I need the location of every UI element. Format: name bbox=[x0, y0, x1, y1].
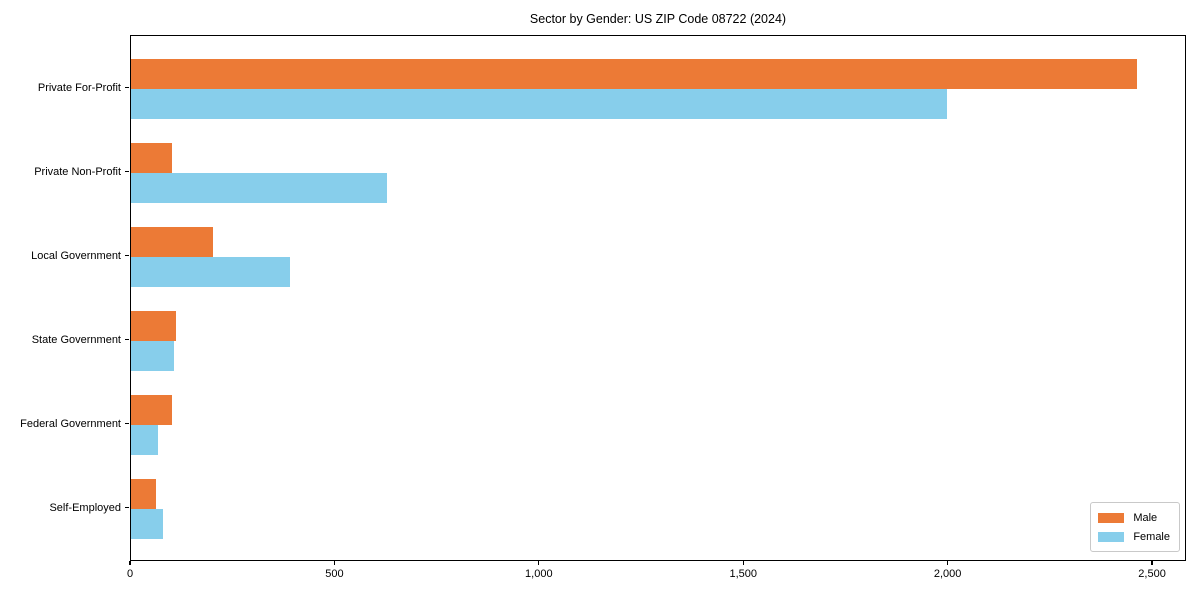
bar-female-federal-government bbox=[131, 425, 158, 455]
legend-swatch-female bbox=[1098, 531, 1125, 542]
y-tick-label-federal-government: Federal Government bbox=[20, 418, 121, 430]
y-tick-mark bbox=[125, 87, 129, 89]
x-tick-label-500: 500 bbox=[325, 568, 344, 580]
y-tick-label-local-government: Local Government bbox=[31, 250, 121, 262]
bar-female-local-government bbox=[131, 257, 291, 287]
y-tick-mark bbox=[125, 339, 129, 341]
legend-entry-male: Male bbox=[1098, 508, 1170, 527]
x-tick-label-1500: 1,500 bbox=[729, 568, 757, 580]
y-tick-label-state-government: State Government bbox=[31, 334, 121, 346]
y-tick-label-self-employed: Self-Employed bbox=[49, 502, 121, 514]
y-tick-label-private-for-profit: Private For-Profit bbox=[37, 82, 121, 94]
y-tick-mark bbox=[125, 171, 129, 173]
y-tick-mark bbox=[125, 423, 129, 425]
bar-female-private-non-profit bbox=[131, 173, 387, 203]
x-tick-mark bbox=[333, 561, 335, 565]
x-tick-mark bbox=[129, 561, 131, 565]
bar-female-private-for-profit bbox=[131, 89, 947, 119]
bar-male-self-employed bbox=[131, 479, 156, 509]
bar-male-private-non-profit bbox=[131, 143, 172, 173]
x-tick-mark bbox=[947, 561, 949, 565]
legend-label-male: Male bbox=[1133, 511, 1158, 524]
bar-male-private-for-profit bbox=[131, 59, 1137, 89]
legend: Male Female bbox=[1090, 502, 1180, 552]
x-tick-mark bbox=[538, 561, 540, 565]
bar-male-federal-government bbox=[131, 395, 172, 425]
x-tick-mark bbox=[742, 561, 744, 565]
y-tick-label-private-non-profit: Private Non-Profit bbox=[34, 166, 121, 178]
plot-area: Male Female bbox=[130, 35, 1186, 561]
x-tick-mark bbox=[1151, 561, 1153, 565]
y-tick-mark bbox=[125, 255, 129, 257]
chart-title: Sector by Gender: US ZIP Code 08722 (202… bbox=[529, 12, 787, 26]
bar-female-self-employed bbox=[131, 509, 163, 539]
x-tick-label-2500: 2,500 bbox=[1138, 568, 1166, 580]
legend-label-female: Female bbox=[1133, 530, 1170, 543]
bar-male-local-government bbox=[131, 227, 213, 257]
bar-female-state-government bbox=[131, 341, 174, 371]
x-tick-label-2000: 2,000 bbox=[933, 568, 962, 580]
legend-swatch-male bbox=[1098, 512, 1125, 523]
bar-male-state-government bbox=[131, 311, 176, 341]
x-tick-label-0: 0 bbox=[126, 568, 134, 580]
legend-entry-female: Female bbox=[1098, 527, 1170, 546]
y-tick-mark bbox=[125, 507, 129, 509]
x-tick-label-1000: 1,000 bbox=[525, 568, 553, 580]
